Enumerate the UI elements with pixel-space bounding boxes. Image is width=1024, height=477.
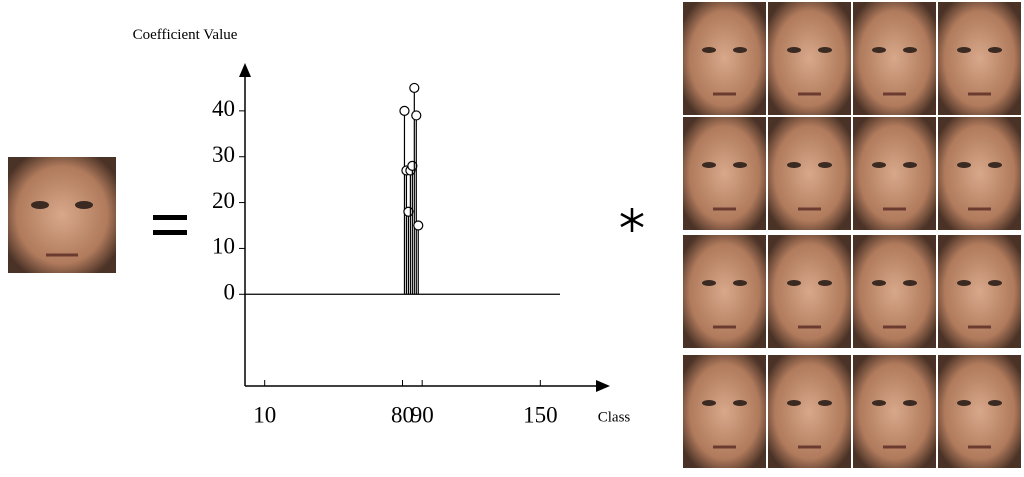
eye bbox=[702, 280, 716, 286]
face-image bbox=[683, 355, 766, 468]
face-image bbox=[768, 235, 851, 348]
stem-marker bbox=[399, 105, 410, 116]
eye bbox=[702, 400, 716, 406]
eye bbox=[872, 400, 886, 406]
eye bbox=[818, 162, 832, 168]
eye bbox=[872, 280, 886, 286]
face-image bbox=[683, 235, 766, 348]
face-image bbox=[938, 2, 1021, 115]
eye bbox=[903, 280, 917, 286]
y-tick-label: 40 bbox=[212, 96, 235, 121]
eye bbox=[787, 400, 801, 406]
face-image bbox=[853, 2, 936, 115]
eye bbox=[903, 400, 917, 406]
eye bbox=[818, 47, 832, 53]
eye bbox=[787, 280, 801, 286]
face-image bbox=[938, 355, 1021, 468]
eye bbox=[733, 400, 747, 406]
x-tick-label: 90 bbox=[411, 402, 434, 427]
eye bbox=[957, 280, 971, 286]
face-image bbox=[768, 2, 851, 115]
y-axis-arrow bbox=[239, 63, 251, 77]
face-image bbox=[768, 355, 851, 468]
stem-marker bbox=[411, 110, 422, 121]
face-image bbox=[938, 117, 1021, 230]
x-tick-label: 10 bbox=[253, 402, 276, 427]
x-axis-arrow bbox=[596, 380, 610, 392]
stem-marker bbox=[409, 82, 420, 94]
y-tick-label: 20 bbox=[212, 188, 235, 213]
eye bbox=[872, 47, 886, 53]
eye bbox=[957, 162, 971, 168]
convolution-star bbox=[620, 208, 644, 232]
eye bbox=[733, 47, 747, 53]
stem-marker bbox=[403, 206, 414, 217]
stem-marker bbox=[407, 160, 418, 171]
face-image bbox=[853, 117, 936, 230]
y-tick-label: 30 bbox=[212, 142, 235, 167]
eye bbox=[957, 400, 971, 406]
face-image bbox=[683, 2, 766, 115]
eye bbox=[957, 47, 971, 53]
eye bbox=[872, 162, 886, 168]
eye bbox=[733, 162, 747, 168]
x-tick-label: 80 bbox=[391, 402, 414, 427]
eye bbox=[903, 162, 917, 168]
input-face bbox=[8, 157, 116, 273]
equals-sign bbox=[153, 215, 187, 235]
eye bbox=[787, 162, 801, 168]
x-axis-label: Class bbox=[598, 409, 631, 425]
stem-marker bbox=[413, 220, 424, 231]
eye bbox=[988, 162, 1002, 168]
y-tick-label: 10 bbox=[212, 234, 235, 259]
y-tick-label: 0 bbox=[224, 280, 236, 305]
eye bbox=[988, 280, 1002, 286]
eye bbox=[903, 47, 917, 53]
eye bbox=[787, 47, 801, 53]
face-image bbox=[853, 235, 936, 348]
face-image bbox=[768, 117, 851, 230]
x-tick-label: 150 bbox=[523, 402, 558, 427]
eye bbox=[988, 47, 1002, 53]
face-image bbox=[853, 355, 936, 468]
face-dictionary bbox=[683, 2, 1021, 468]
eye bbox=[988, 400, 1002, 406]
face-image bbox=[683, 117, 766, 230]
eye bbox=[702, 162, 716, 168]
eye bbox=[818, 280, 832, 286]
face-image bbox=[938, 235, 1021, 348]
eye bbox=[818, 400, 832, 406]
eye bbox=[702, 47, 716, 53]
eye bbox=[733, 280, 747, 286]
y-axis-label: Coefficient Value bbox=[132, 27, 238, 43]
